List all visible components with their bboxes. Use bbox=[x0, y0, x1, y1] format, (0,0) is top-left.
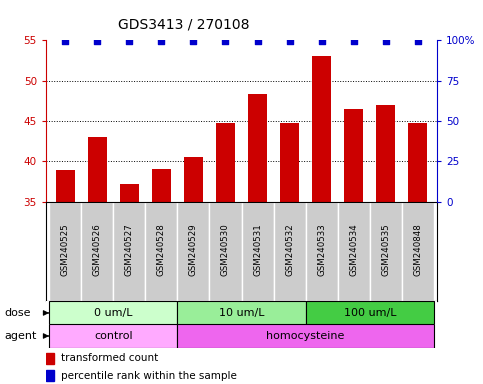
Text: GSM240528: GSM240528 bbox=[157, 223, 166, 276]
Text: GSM240533: GSM240533 bbox=[317, 223, 326, 276]
Bar bbox=[408, 123, 427, 384]
Text: 10 um/L: 10 um/L bbox=[219, 308, 264, 318]
Bar bbox=[306, 301, 434, 324]
Text: GSM240848: GSM240848 bbox=[413, 223, 422, 276]
Point bbox=[61, 38, 69, 44]
Text: 0 um/L: 0 um/L bbox=[94, 308, 132, 318]
Point bbox=[222, 38, 229, 44]
Bar bbox=[376, 105, 396, 384]
Text: GDS3413 / 270108: GDS3413 / 270108 bbox=[118, 17, 249, 31]
Point bbox=[318, 38, 326, 44]
Text: GSM240532: GSM240532 bbox=[285, 223, 294, 276]
Text: dose: dose bbox=[5, 308, 31, 318]
Bar bbox=[46, 370, 55, 381]
Bar bbox=[402, 202, 434, 301]
Point bbox=[157, 38, 165, 44]
Bar bbox=[184, 157, 203, 384]
Bar bbox=[216, 123, 235, 384]
Point bbox=[286, 38, 294, 44]
Bar bbox=[312, 56, 331, 384]
Bar bbox=[370, 202, 402, 301]
Text: percentile rank within the sample: percentile rank within the sample bbox=[61, 371, 237, 381]
Bar bbox=[145, 202, 177, 301]
Point bbox=[350, 38, 357, 44]
Point bbox=[189, 38, 197, 44]
Bar bbox=[344, 109, 363, 384]
Bar bbox=[248, 94, 267, 384]
Text: GSM240527: GSM240527 bbox=[125, 223, 134, 276]
Bar bbox=[120, 184, 139, 384]
Bar bbox=[210, 202, 242, 301]
Point bbox=[254, 38, 261, 44]
Text: GSM240529: GSM240529 bbox=[189, 223, 198, 276]
Bar bbox=[306, 202, 338, 301]
Text: transformed count: transformed count bbox=[61, 353, 158, 363]
Point bbox=[414, 38, 422, 44]
Bar bbox=[177, 324, 434, 348]
Bar bbox=[177, 202, 210, 301]
Text: control: control bbox=[94, 331, 132, 341]
Bar bbox=[280, 122, 299, 384]
Text: agent: agent bbox=[5, 331, 37, 341]
Bar bbox=[87, 137, 107, 384]
Point bbox=[126, 38, 133, 44]
Bar bbox=[56, 170, 75, 384]
Text: GSM240530: GSM240530 bbox=[221, 223, 230, 276]
Bar bbox=[81, 202, 113, 301]
Point bbox=[382, 38, 390, 44]
Bar bbox=[113, 202, 145, 301]
Bar bbox=[49, 202, 81, 301]
Bar bbox=[152, 169, 171, 384]
Point bbox=[93, 38, 101, 44]
Text: GSM240535: GSM240535 bbox=[381, 223, 390, 276]
Bar bbox=[242, 202, 273, 301]
Bar bbox=[273, 202, 306, 301]
Bar bbox=[46, 353, 55, 364]
Text: GSM240526: GSM240526 bbox=[93, 223, 102, 276]
Bar bbox=[49, 301, 177, 324]
Text: homocysteine: homocysteine bbox=[267, 331, 345, 341]
Bar bbox=[49, 324, 177, 348]
Bar bbox=[338, 202, 370, 301]
Text: GSM240534: GSM240534 bbox=[349, 223, 358, 276]
Text: GSM240531: GSM240531 bbox=[253, 223, 262, 276]
Bar bbox=[177, 301, 306, 324]
Text: 100 um/L: 100 um/L bbox=[343, 308, 396, 318]
Text: GSM240525: GSM240525 bbox=[61, 223, 70, 276]
